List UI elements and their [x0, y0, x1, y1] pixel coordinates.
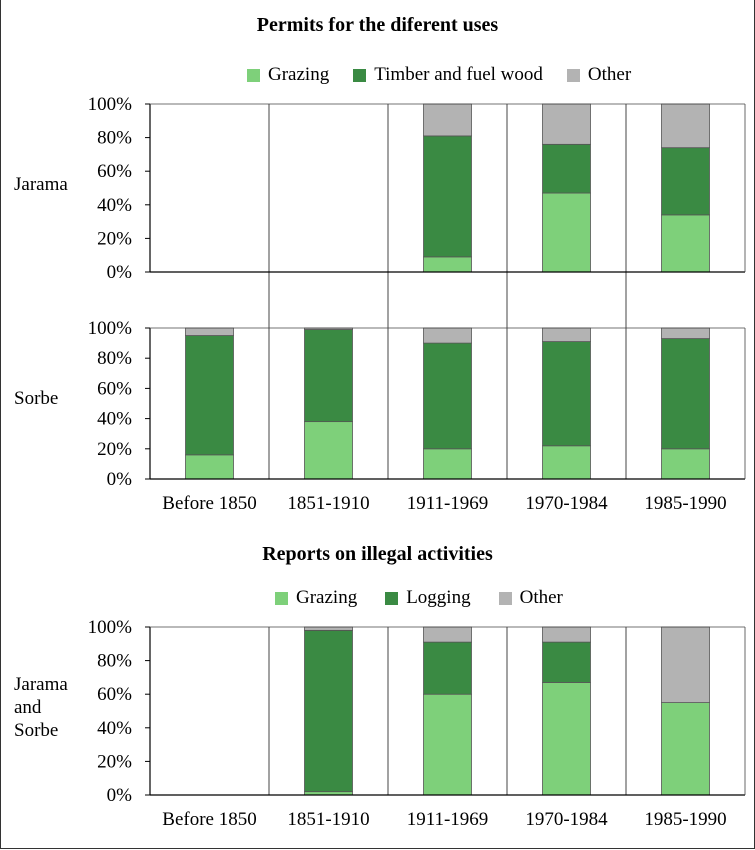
y-tick-label: 100% [88, 617, 133, 638]
legend-swatch-grazing [247, 68, 260, 82]
x-tick-label: 1851-1910 [287, 809, 369, 830]
y-tick-label: 60% [97, 378, 132, 399]
y-tick-label: 100% [88, 318, 133, 339]
y-tick-label: 100% [88, 94, 133, 115]
bar-segment-grazing [542, 192, 591, 273]
bar-segment-other [661, 327, 710, 339]
legend-label-grazing: Grazing [296, 587, 358, 608]
bar-segment-other [304, 626, 353, 631]
legend-label-logging: Logging [406, 587, 471, 608]
x-tick-label: 1985-1990 [644, 493, 726, 514]
title-permits: Permits for the diferent uses [256, 14, 499, 36]
legend-swatch-timber [353, 68, 367, 82]
bar-segment-timber [542, 641, 591, 683]
y-tick-label: 80% [97, 128, 132, 149]
bar-segment-other [423, 327, 472, 344]
y-tick-label: 40% [97, 718, 132, 739]
x-tick-label: 1970-1984 [525, 809, 608, 830]
row-label-line: Jarama [14, 674, 68, 695]
bar-segment-timber [304, 629, 353, 793]
legend-label-timber: Timber and fuel wood [374, 64, 543, 85]
row-label-jarama: Jarama [14, 174, 68, 195]
legend-swatch-other [566, 68, 580, 82]
bar-segment-grazing [304, 421, 353, 480]
title-reports: Reports on illegal activities [262, 543, 493, 565]
bar-segment-grazing [661, 448, 710, 480]
bar-segment-timber [304, 329, 353, 423]
y-tick-label: 60% [97, 161, 132, 182]
bar-segment-grazing [185, 454, 234, 480]
bar-segment-other [423, 103, 472, 137]
legend-swatch-logging [385, 591, 399, 605]
legend-bottom: Grazing Logging Other [275, 587, 563, 609]
bar-segment-timber [423, 641, 472, 695]
bar-segment-timber [423, 342, 472, 450]
bar-segment-grazing [542, 682, 591, 796]
x-tick-label: Before 1850 [162, 809, 256, 830]
legend-swatch-grazing [275, 591, 288, 605]
row-label-sorbe: Sorbe [14, 388, 59, 409]
legend-label-other: Other [519, 587, 563, 608]
bar-segment-timber [185, 335, 234, 456]
bar-segment-other [542, 327, 591, 342]
bar-segment-timber [423, 135, 472, 258]
y-tick-label: 60% [97, 684, 132, 705]
bar-segment-grazing [661, 702, 710, 796]
bar-segment-timber [542, 143, 591, 194]
row-label-jarama-and-sorbe: Jarama and Sorbe [14, 673, 68, 742]
bar-segment-grazing [423, 256, 472, 273]
bar-segment-other [423, 626, 472, 643]
y-tick-label: 40% [97, 409, 132, 430]
bar-segment-grazing [423, 448, 472, 480]
y-tick-label: 20% [97, 751, 132, 772]
bar-segment-grazing [423, 693, 472, 796]
legend-label-grazing: Grazing [268, 64, 330, 85]
bar-segment-timber [542, 341, 591, 447]
y-tick-label: 80% [97, 651, 132, 672]
y-tick-label: 20% [97, 228, 132, 249]
x-tick-label: 1911-1969 [407, 809, 489, 830]
bar-segment-timber [661, 338, 710, 450]
x-tick-label: 1851-1910 [287, 493, 369, 514]
legend-top: Grazing Timber and fuel wood Other [247, 64, 631, 86]
row-label-line: and [14, 697, 42, 718]
bar-segment-other [661, 103, 710, 149]
y-tick-label: 80% [97, 348, 132, 369]
y-tick-label: 40% [97, 195, 132, 216]
bar-segment-other [542, 103, 591, 145]
y-tick-label: 0% [107, 469, 133, 490]
bar-segment-grazing [542, 445, 591, 480]
legend-swatch-other [498, 591, 512, 605]
bar-segment-other [661, 626, 710, 703]
bar-segment-other [185, 327, 234, 336]
bar-segment-timber [661, 147, 710, 216]
y-tick-label: 20% [97, 439, 132, 460]
legend-label-other: Other [587, 64, 632, 85]
y-tick-label: 0% [107, 262, 133, 283]
bar-segment-grazing [661, 214, 710, 273]
y-tick-label: 0% [107, 785, 133, 806]
x-tick-label: Before 1850 [162, 493, 256, 514]
x-tick-label: 1970-1984 [525, 493, 608, 514]
row-label-line: Sorbe [14, 720, 59, 741]
x-tick-label: 1985-1990 [644, 809, 726, 830]
x-tick-label: 1911-1969 [407, 493, 489, 514]
bar-segment-other [542, 626, 591, 643]
